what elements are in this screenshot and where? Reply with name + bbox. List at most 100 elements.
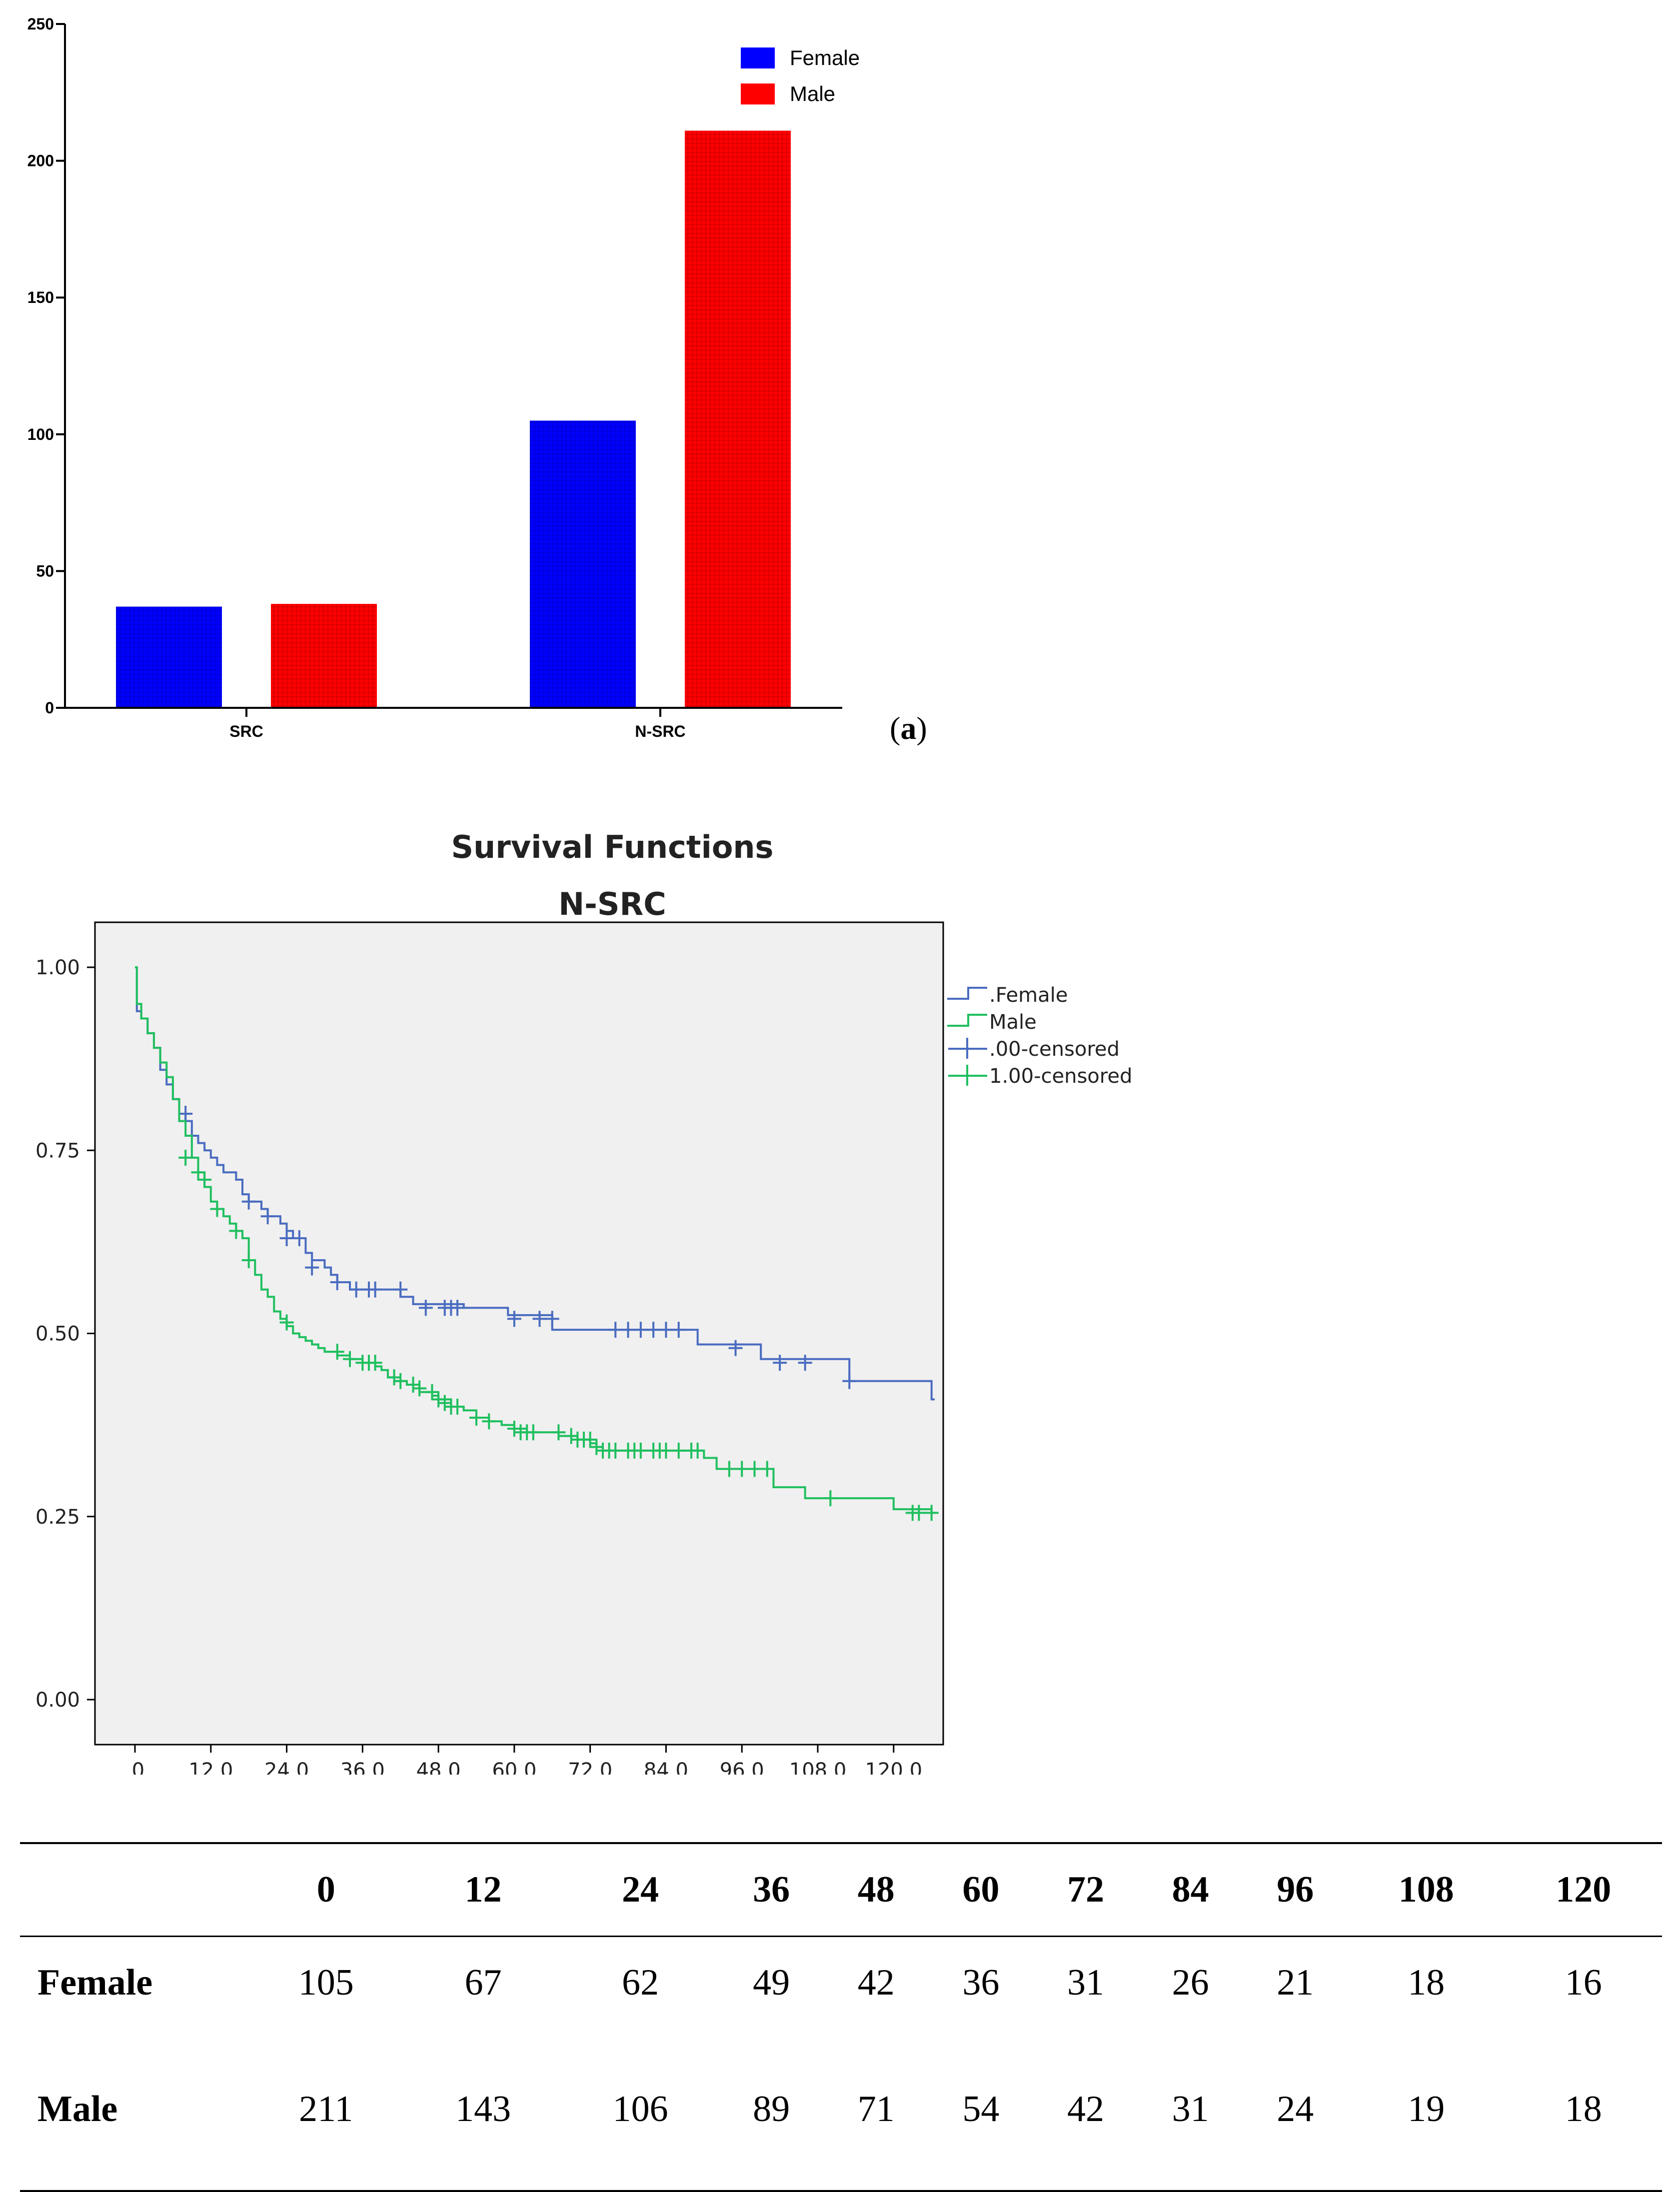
table-cell: 19 <box>1408 2089 1445 2130</box>
x-tick-label: 48.0 <box>416 1759 461 1775</box>
table-header-cell: 72 <box>1067 1869 1104 1910</box>
x-tick-label: 60.0 <box>492 1759 536 1775</box>
legend-line-sample <box>947 987 987 1000</box>
censor-mark <box>406 1377 420 1393</box>
table-row: Female 105 67 62 49 42 36 31 26 21 18 16 <box>20 1936 1662 2029</box>
x-tick-label: .0 <box>125 1759 144 1775</box>
legend-swatch-male <box>741 83 775 104</box>
survival-curves <box>135 966 939 1521</box>
survival-chart-panel-b: Survival Functions N-SRC 0.00 0.25 0.50 0.7… <box>35 829 1132 1775</box>
table-row-label: Male <box>37 2089 118 2130</box>
legend: Female Male <box>741 46 860 105</box>
y-tick-label: 1.00 <box>35 956 80 979</box>
censor-mark <box>437 1395 452 1411</box>
censor-mark <box>241 1252 256 1268</box>
censor-mark <box>507 1420 521 1437</box>
x-tick-label: 72.0 <box>568 1759 612 1775</box>
censor-mark <box>279 1230 294 1247</box>
censor-mark <box>589 1439 604 1455</box>
legend-line-sample <box>947 1014 987 1027</box>
table-cell: 26 <box>1172 1962 1209 2003</box>
table-cell: 42 <box>1067 2089 1104 2130</box>
censor-mark <box>532 1311 547 1327</box>
legend-censor-sample <box>948 1038 987 1059</box>
x-ticks-group: .0 12.0 24.0 36.0 48.0 60.0 72.0 84.0 96.0 108.0 1… <box>125 1745 922 1775</box>
bar-texture <box>271 604 377 708</box>
censor-mark <box>330 1344 344 1360</box>
table-row-label: Female <box>37 1962 153 2003</box>
censor-mark <box>659 1442 673 1459</box>
x-tick-label: 24.0 <box>264 1759 309 1775</box>
censor-mark <box>229 1223 243 1239</box>
censor-mark <box>330 1274 344 1290</box>
y-ticks-group: 0.00 0.25 0.50 0.75 1.00 <box>35 956 95 1712</box>
x-tick-label: N-SRC <box>635 722 685 740</box>
censor-mark <box>842 1373 857 1389</box>
y-tick-label: 0.25 <box>35 1506 80 1529</box>
censor-mark <box>197 1171 212 1188</box>
table-header-cell: 120 <box>1556 1869 1612 1910</box>
x-tick-label: SRC <box>229 722 263 740</box>
x-tick-label: 108.0 <box>789 1759 847 1775</box>
censor-mark <box>425 1384 439 1400</box>
y-tick-label: 0.75 <box>35 1139 80 1162</box>
censor-mark <box>412 1380 427 1397</box>
table-header-cell: 12 <box>464 1869 502 1910</box>
numbers-at-risk-table: 0 12 24 36 48 60 72 84 96 108 120 Female 105 67 62 49 4… <box>20 1842 1662 2192</box>
x-tick-label: 36.0 <box>340 1759 385 1775</box>
censor-mark <box>671 1442 686 1459</box>
table-header-row: 0 12 24 36 48 60 72 84 96 108 120 <box>20 1843 1662 1936</box>
y-tick-label: 50 <box>36 562 54 580</box>
x-tick-label: 96.0 <box>720 1759 764 1775</box>
censor-mark <box>545 1311 559 1327</box>
table-corner-cell <box>20 1843 247 1936</box>
legend-label-female: Female <box>790 46 860 69</box>
censor-mark <box>450 1300 465 1316</box>
censor-mark <box>178 1106 193 1122</box>
censor-mark <box>798 1355 812 1371</box>
bars-group <box>116 130 791 708</box>
plot-area <box>94 921 944 1746</box>
table-header-cell: 84 <box>1172 1869 1209 1910</box>
table-cell: 21 <box>1277 1962 1314 2003</box>
table-header-cell: 96 <box>1277 1869 1314 1910</box>
table-cell: 105 <box>298 1962 354 2003</box>
censor-mark <box>924 1505 939 1521</box>
table-row: Male 211 143 106 89 71 54 42 31 24 19 18 <box>20 2029 1662 2191</box>
censor-mark <box>368 1281 382 1298</box>
table-cell: 54 <box>962 2089 1000 2130</box>
legend-swatch-female <box>741 47 775 68</box>
censor-mark <box>349 1281 363 1298</box>
censor-mark <box>564 1428 578 1444</box>
table-header-cell: 0 <box>316 1869 335 1910</box>
censor-mark <box>191 1164 205 1181</box>
censor-mark <box>760 1461 774 1477</box>
table-cell: 89 <box>753 2089 790 2130</box>
censor-mark <box>551 1424 566 1441</box>
bar-texture <box>685 130 791 708</box>
table-cell: 24 <box>1277 2089 1314 2130</box>
censor-mark <box>469 1409 484 1426</box>
legend-label: Male <box>989 1011 1037 1034</box>
censor-mark <box>210 1201 224 1217</box>
legend-label-male: Male <box>790 82 835 105</box>
chart-subtitle: N-SRC <box>558 886 666 922</box>
y-ticks-group: 0 50 100 150 200 250 <box>27 15 65 717</box>
censor-mark <box>621 1322 635 1338</box>
censor-mark <box>343 1351 357 1367</box>
censor-mark <box>690 1442 705 1459</box>
censor-mark <box>722 1461 736 1477</box>
table-cell: 211 <box>299 2089 353 2130</box>
x-tick-label: 12.0 <box>188 1759 233 1775</box>
table-cell: 36 <box>962 1962 1000 2003</box>
censor-mark <box>387 1369 401 1386</box>
legend-censor-sample <box>948 1065 987 1086</box>
table-header-cell: 24 <box>622 1869 659 1910</box>
censor-mark <box>279 1314 294 1331</box>
table-cell: 16 <box>1565 1962 1602 2003</box>
bar-chart-panel-a: 0 50 100 150 200 250 SRC N-SRC Female Male (a) <box>27 15 927 746</box>
bar-texture <box>530 420 636 708</box>
table-cell: 71 <box>857 2089 895 2130</box>
legend: .Female Male .00-censored 1.00-censored <box>947 984 1132 1088</box>
censor-mark <box>671 1322 686 1338</box>
